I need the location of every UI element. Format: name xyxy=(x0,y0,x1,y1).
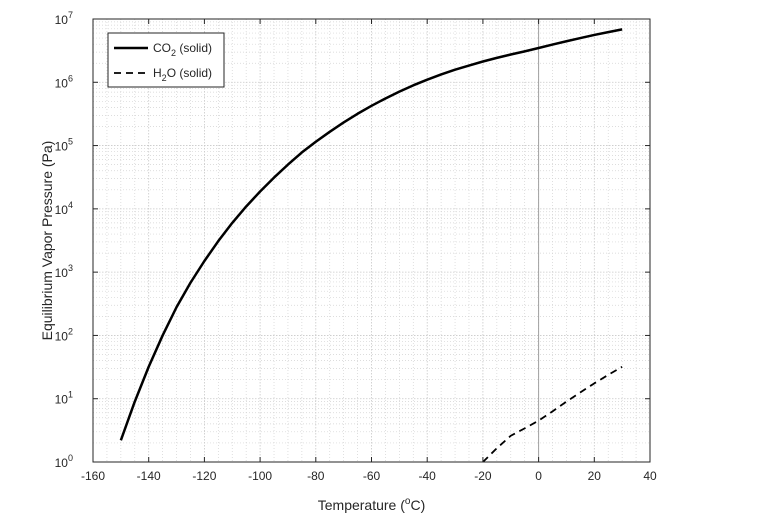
y-tick-label: 107 xyxy=(55,10,73,27)
y-tick-label: 102 xyxy=(55,326,73,343)
x-tick-label: -20 xyxy=(474,469,492,483)
minor-grid xyxy=(93,19,650,462)
x-tick-label: -80 xyxy=(307,469,325,483)
x-tick-label: 0 xyxy=(535,469,542,483)
y-tick-label: 101 xyxy=(55,390,73,407)
series-line-h2o xyxy=(482,365,623,463)
x-tick-label: -100 xyxy=(248,469,272,483)
legend: CO2 (solid) H2O (solid) xyxy=(107,32,225,88)
y-tick-label: 104 xyxy=(55,200,73,217)
y-tick-label: 105 xyxy=(55,137,73,154)
series-group xyxy=(119,28,623,463)
x-tick-label: 20 xyxy=(588,469,602,483)
x-axis-label: Temperature (oC) xyxy=(318,496,426,513)
x-tick-label: 40 xyxy=(643,469,657,483)
legend-entry-co2: CO2 (solid) xyxy=(153,41,212,58)
x-axis-ticks: -160 -140 -120 -100 -80 -60 -40 -20 0 20 40 xyxy=(81,19,657,483)
legend-entry-h2o: H2O (solid) xyxy=(153,66,212,83)
x-axis-label-superscript: o xyxy=(405,496,411,507)
y-axis-label: Equilibrium Vapor Pressure (Pa) xyxy=(39,141,55,341)
x-tick-label: -120 xyxy=(192,469,216,483)
x-tick-label: -60 xyxy=(363,469,381,483)
y-tick-label: 100 xyxy=(55,453,73,470)
y-axis-ticks: 100 101 102 103 104 105 106 107 xyxy=(55,10,650,470)
x-tick-label: -40 xyxy=(419,469,437,483)
y-tick-label: 106 xyxy=(55,73,73,90)
legend-box xyxy=(107,32,225,88)
series-line-co2 xyxy=(119,28,623,441)
y-tick-label: 103 xyxy=(55,263,73,280)
x-tick-label: -160 xyxy=(81,469,105,483)
x-tick-label: -140 xyxy=(137,469,161,483)
